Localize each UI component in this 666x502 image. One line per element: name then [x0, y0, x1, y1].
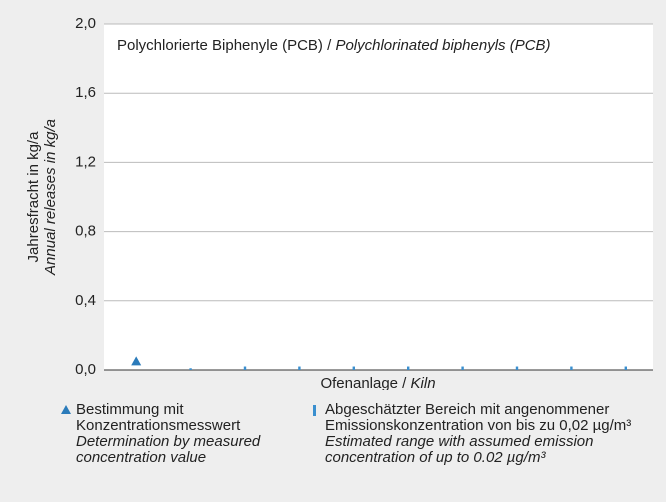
legend-marker — [313, 405, 316, 416]
range-bar — [515, 366, 519, 370]
legend-entry: Bestimmung mit Konzentrationsmesswert De… — [61, 401, 296, 466]
y-tick-label: 0,0 — [75, 361, 96, 378]
y-tick-label: 1,2 — [75, 153, 96, 170]
data-point — [131, 356, 142, 366]
y-axis-label: Jahresfracht in kg/a — [25, 131, 42, 263]
legend-entry: Abgeschätzter Bereich mit angenommener E… — [313, 401, 655, 466]
range-bar — [352, 366, 355, 370]
legend-text-en: Estimated range with assumed emission co… — [325, 433, 594, 466]
range-bar — [461, 366, 464, 370]
legend-text: Bestimmung mit Konzentrationsmesswert — [76, 401, 241, 434]
y-tick-label: 0,4 — [75, 292, 96, 309]
legend-text: Abgeschätzter Bereich mit angenommener E… — [325, 401, 632, 434]
range-bar — [243, 366, 247, 370]
plot-area — [104, 24, 653, 370]
range-bar — [624, 366, 627, 370]
y-tick-label: 0,8 — [75, 223, 96, 240]
y-tick-label: 2,0 — [75, 15, 96, 32]
xlabel-en: Kiln — [411, 375, 436, 390]
range-bar — [407, 366, 410, 370]
range-bar — [189, 368, 192, 370]
y-tick-label: 1,6 — [75, 84, 96, 101]
range-bar — [298, 366, 301, 370]
legend-text-en: Determination by measured concentration … — [76, 433, 261, 466]
chart: Polychlorierte Biphenyle (PCB) / Polychl… — [25, 15, 653, 390]
chart-title: Polychlorierte Biphenyle (PCB) / Polychl… — [117, 37, 551, 54]
legend-marker — [61, 405, 71, 414]
x-axis-label: Ofenanlage / Kiln — [320, 375, 435, 390]
title-en: Polychlorinated biphenyls (PCB) — [335, 37, 550, 54]
xlabel-de: Ofenanlage / — [320, 375, 410, 390]
range-bar — [570, 366, 573, 370]
title-de: Polychlorierte Biphenyle (PCB) / — [117, 37, 335, 54]
y-axis-label-en: Annual releases in kg/a — [42, 119, 59, 276]
